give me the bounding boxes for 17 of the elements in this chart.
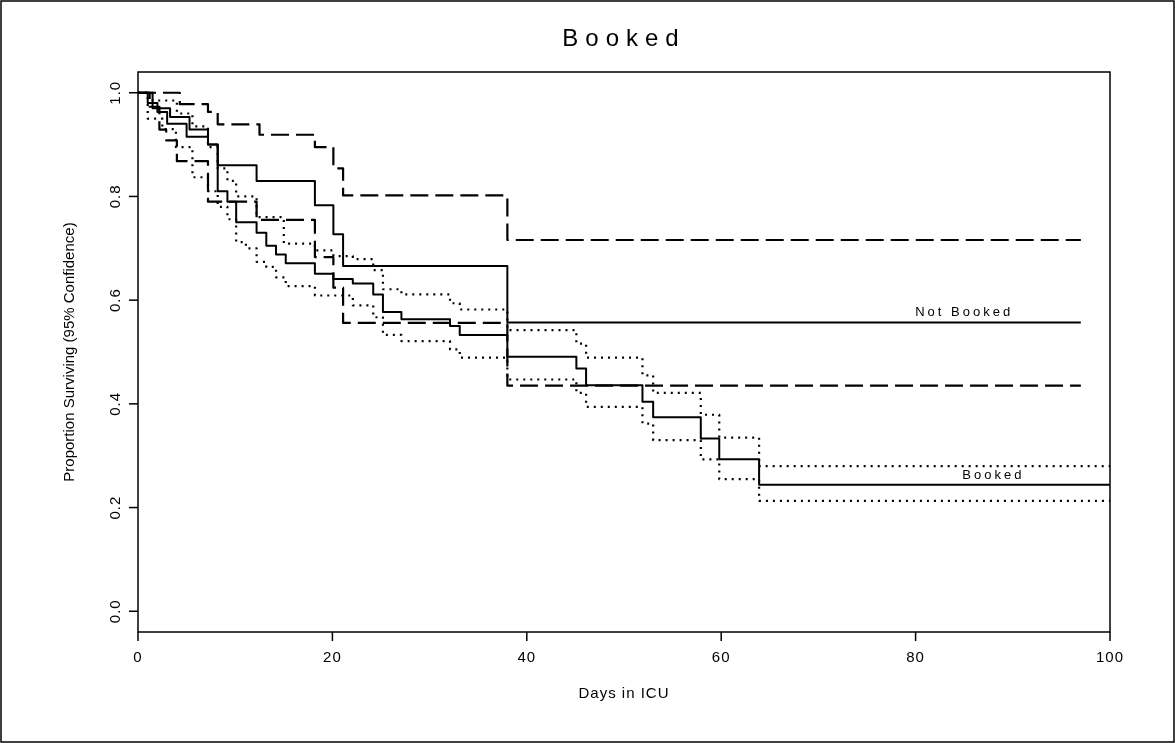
x-tick-label: 40 — [517, 648, 537, 665]
y-tick-label: 0.2 — [106, 495, 123, 520]
x-tick-label: 80 — [906, 648, 925, 665]
y-tick-label: 0.0 — [106, 599, 123, 624]
series-label: Not Booked — [915, 304, 1014, 320]
y-axis-title: Proportion Surviving (95% Confidence) — [60, 222, 77, 482]
x-axis-title: Days in ICU — [578, 684, 670, 701]
y-tick-label: 1.0 — [106, 80, 123, 105]
chart-title: Booked — [562, 24, 686, 51]
y-tick-label: 0.4 — [106, 391, 123, 416]
x-tick-label: 0 — [133, 648, 143, 665]
x-tick-label: 60 — [711, 648, 731, 665]
y-tick-label: 0.8 — [106, 184, 123, 209]
x-tick-label: 100 — [1095, 648, 1125, 665]
x-tick-label: 20 — [323, 648, 342, 665]
series-label: Booked — [962, 466, 1025, 482]
y-tick-label: 0.6 — [106, 288, 123, 313]
